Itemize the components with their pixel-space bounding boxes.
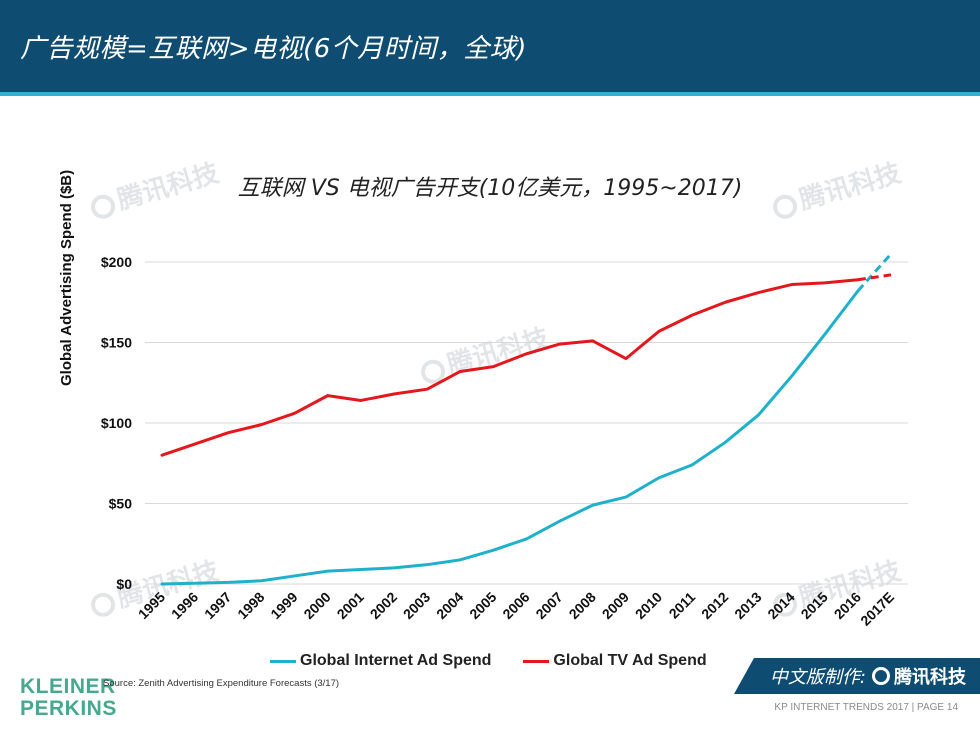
x-tick-label: 1999	[267, 589, 300, 622]
series-projection-0	[856, 252, 893, 292]
x-tick-label: 2004	[433, 589, 466, 622]
x-tick-label: 2013	[731, 589, 764, 622]
x-tick-label: 2002	[367, 589, 400, 622]
x-tick-label: 2008	[566, 589, 599, 622]
x-tick-label: 2017E	[857, 589, 897, 629]
x-tick-label: 2001	[334, 589, 367, 622]
legend-item-internet: Global Internet Ad Spend	[270, 652, 491, 670]
x-tick-label: 2015	[798, 589, 831, 622]
tencent-logo-icon	[872, 667, 890, 685]
x-tick-label: 2012	[698, 589, 731, 622]
y-tick-label: $150	[101, 335, 132, 351]
logo-line1: KLEINER	[20, 675, 116, 698]
page-title: 广告规模=互联网>电视(6个月时间，全球)	[20, 34, 527, 64]
y-tick-label: $50	[109, 496, 133, 512]
header-accent-line	[0, 92, 980, 96]
logo-line2: PERKINS	[20, 697, 117, 720]
chart-title: 互联网 VS 电视广告开支(10亿美元，1995~2017)	[237, 176, 743, 201]
series-line-0	[160, 289, 860, 586]
x-tick-label: 2011	[666, 589, 699, 622]
x-tick-label: 2005	[466, 589, 499, 622]
legend-label-internet: Global Internet Ad Spend	[300, 652, 492, 669]
source-note: Source: Zenith Advertising Expenditure F…	[103, 678, 340, 689]
x-tick-label: 2009	[599, 589, 632, 622]
legend-item-tv: Global TV Ad Spend	[523, 652, 707, 670]
header-bar: 广告规模=互联网>电视(6个月时间，全球)	[0, 0, 980, 92]
tencent-badge: 中文版制作: 腾讯科技	[734, 658, 980, 694]
x-tick-label: 1995	[135, 589, 168, 622]
x-tick-label: 2014	[764, 589, 797, 622]
x-tick-label: 2003	[400, 589, 433, 622]
x-tick-label: 1996	[168, 589, 201, 622]
x-tick-label: 1998	[234, 589, 267, 622]
y-axis-label: Global Advertising Spend ($B)	[58, 169, 75, 386]
kleiner-perkins-logo: KLEINER PERKINS	[20, 676, 117, 720]
x-tick-label: 1997	[201, 589, 234, 622]
series-projection-1	[857, 273, 892, 282]
footer-page-info: KP INTERNET TRENDS 2017 | PAGE 14	[774, 702, 958, 713]
badge-brand: 腾讯科技	[894, 667, 966, 688]
series-line-1	[160, 278, 860, 457]
y-tick-label: $0	[116, 576, 132, 592]
legend-swatch-internet	[270, 659, 296, 663]
y-tick-label: $200	[101, 254, 132, 270]
x-tick-label: 2006	[499, 589, 532, 622]
legend: Global Internet Ad Spend Global TV Ad Sp…	[270, 652, 707, 670]
legend-swatch-tv	[523, 659, 550, 663]
y-tick-label: $100	[101, 415, 132, 431]
x-tick-label: 2007	[532, 589, 565, 622]
x-tick-label: 2000	[300, 589, 333, 622]
legend-label-tv: Global TV Ad Spend	[553, 652, 707, 669]
badge-prefix: 中文版制作:	[769, 667, 866, 688]
x-tick-label: 2010	[632, 589, 665, 622]
